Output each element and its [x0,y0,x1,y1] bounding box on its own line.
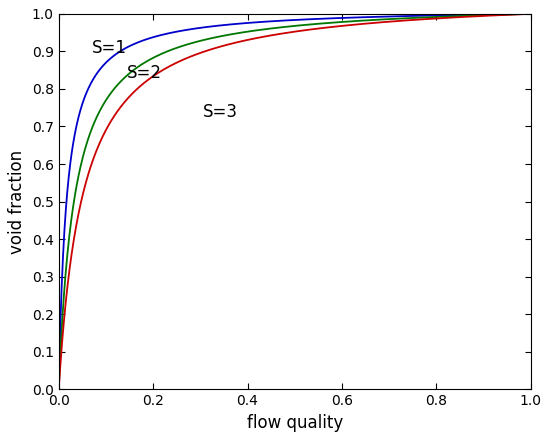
Text: S=2: S=2 [127,64,162,82]
Y-axis label: void fraction: void fraction [8,150,26,253]
X-axis label: flow quality: flow quality [246,414,343,432]
Text: S=3: S=3 [203,103,238,121]
Text: S=1: S=1 [92,39,127,57]
